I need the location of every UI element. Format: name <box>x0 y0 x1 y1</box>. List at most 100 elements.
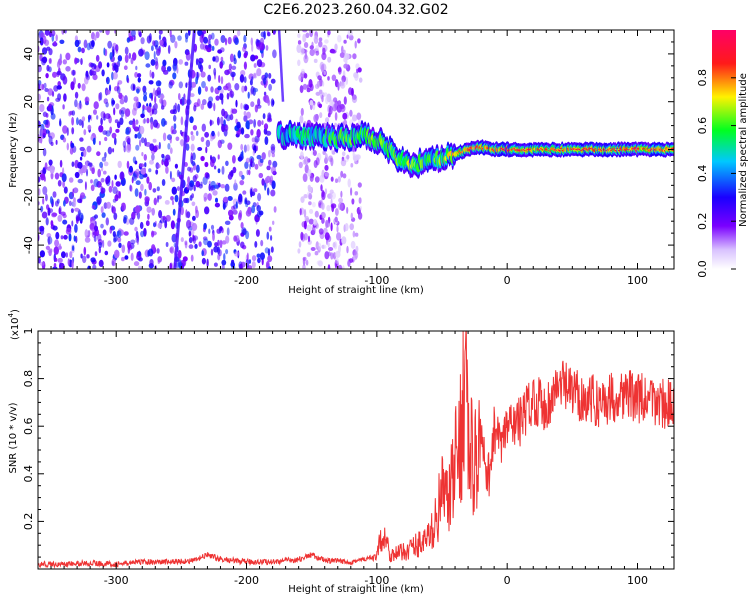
noise-cell <box>65 66 71 72</box>
x-tick-label: -100 <box>364 574 389 587</box>
noise-cell <box>265 45 269 51</box>
noise-cell <box>39 83 43 91</box>
noise-cell <box>98 140 101 146</box>
noise-cell <box>197 30 203 37</box>
noise-cell <box>158 210 163 219</box>
noise-cell <box>71 110 76 116</box>
noise-cell <box>100 117 103 126</box>
noise-cell <box>211 130 215 137</box>
noise-cell <box>325 219 329 229</box>
noise-cell <box>302 256 307 261</box>
x-tick-label: 0 <box>504 574 511 587</box>
noise-cell <box>234 251 240 257</box>
noise-cell <box>171 177 176 183</box>
noise-cell <box>253 188 258 193</box>
noise-cell <box>108 185 113 193</box>
noise-cell <box>205 139 211 148</box>
noise-cell <box>350 212 353 220</box>
noise-cell <box>58 205 62 215</box>
noise-cell <box>90 62 95 68</box>
noise-cell <box>82 148 87 158</box>
noise-cell <box>120 110 125 118</box>
noise-cell <box>139 221 144 230</box>
noise-cell <box>254 241 258 248</box>
noise-cell <box>133 35 136 41</box>
noise-cell <box>337 81 340 91</box>
noise-cell <box>204 45 209 50</box>
noise-cell <box>250 129 254 136</box>
noise-cell <box>334 43 338 51</box>
noise-cell <box>191 222 198 231</box>
noise-cell <box>147 250 150 257</box>
y-tick-label: 0.4 <box>22 465 35 483</box>
noise-cell <box>203 36 208 44</box>
noise-cell <box>311 226 316 235</box>
noise-cell <box>245 200 251 205</box>
noise-cell <box>155 169 159 175</box>
noise-cell <box>251 255 257 262</box>
noise-cell <box>240 261 246 268</box>
noise-cell <box>86 254 90 259</box>
noise-cell <box>66 142 70 151</box>
noise-cell <box>153 50 156 60</box>
noise-cell <box>238 193 243 203</box>
noise-cell <box>226 92 230 100</box>
noise-cell <box>321 191 326 201</box>
noise-cell <box>65 252 69 258</box>
noise-cell <box>322 47 326 55</box>
noise-cell <box>307 235 311 243</box>
noise-cell <box>94 251 98 257</box>
y-tick-label: 0.6 <box>22 417 35 435</box>
noise-cell <box>323 227 328 234</box>
noise-cell <box>331 99 334 107</box>
x-tick-label: -300 <box>104 274 129 287</box>
noise-cell <box>213 165 217 170</box>
noise-cell <box>128 52 132 60</box>
noise-cell <box>194 243 198 249</box>
noise-cell <box>223 253 226 261</box>
noise-cell <box>55 231 60 240</box>
noise-cell <box>338 264 343 269</box>
noise-cell <box>207 100 212 109</box>
noise-cell <box>61 173 67 183</box>
x-tick-label: 100 <box>627 274 648 287</box>
noise-cell <box>42 167 46 176</box>
noise-cell <box>105 30 110 36</box>
noise-cell <box>251 261 256 269</box>
colorbar-tick-label: 0.0 <box>696 260 709 278</box>
noise-cell <box>104 152 107 158</box>
noise-cell <box>192 235 199 241</box>
noise-cell <box>104 136 108 142</box>
noise-cell <box>213 246 219 253</box>
noise-cell <box>119 117 124 125</box>
noise-cell <box>45 245 51 250</box>
noise-cell <box>167 143 171 150</box>
noise-cell <box>56 198 60 204</box>
noise-cell <box>327 241 330 248</box>
noise-cell <box>306 224 312 232</box>
noise-cell <box>77 46 82 53</box>
spectrogram-xlabel: Height of straight line (km) <box>288 285 424 296</box>
noise-cell <box>83 39 88 49</box>
noise-cell <box>45 73 49 79</box>
noise-cell <box>358 197 362 204</box>
noise-cell <box>309 174 314 182</box>
noise-cell <box>51 30 56 37</box>
noise-cell <box>182 256 188 262</box>
noise-cell <box>171 233 177 243</box>
noise-cell <box>341 45 344 54</box>
noise-cell <box>237 30 241 37</box>
noise-cell <box>58 58 62 66</box>
noise-cell <box>359 206 363 211</box>
noise-cell <box>259 42 265 51</box>
noise-cell <box>324 251 330 260</box>
noise-cell <box>256 128 261 138</box>
noise-cell <box>210 137 213 142</box>
noise-cell <box>219 239 223 249</box>
noise-cell <box>234 83 240 91</box>
noise-cell <box>70 208 74 214</box>
noise-cell <box>246 111 251 119</box>
noise-cell <box>59 39 65 44</box>
noise-cell <box>329 189 334 194</box>
